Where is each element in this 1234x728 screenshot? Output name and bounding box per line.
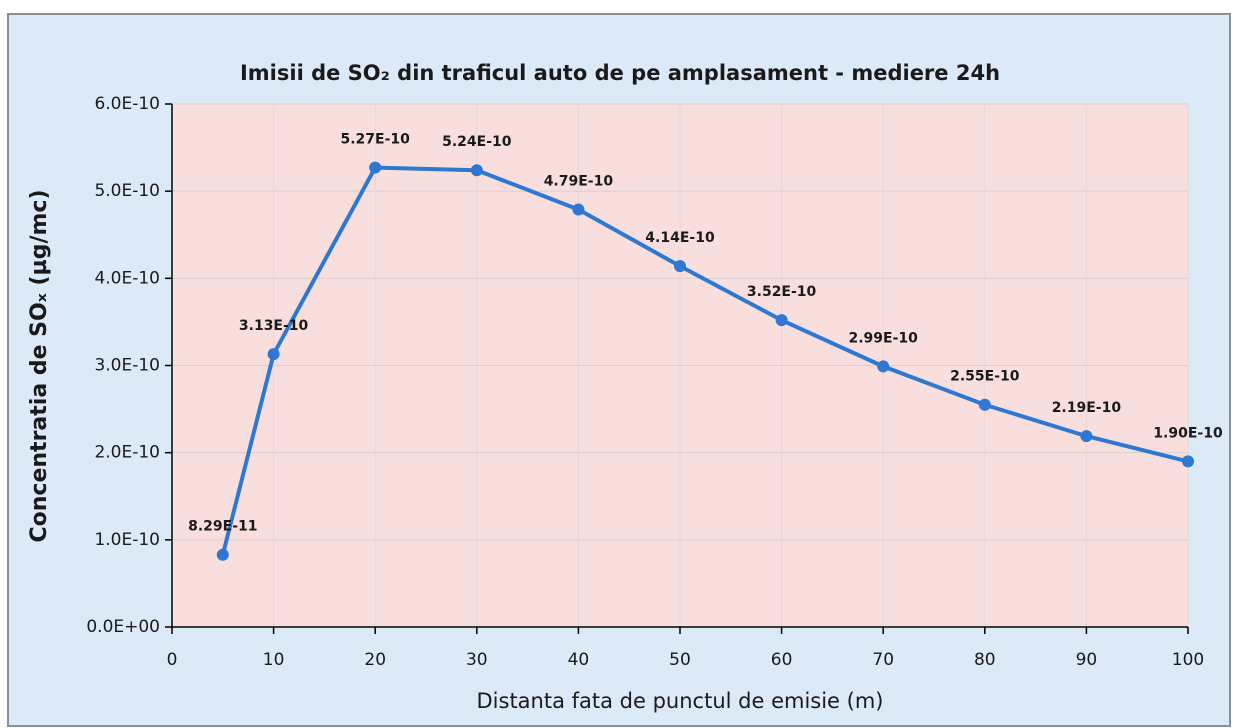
data-label: 5.27E-10 — [340, 132, 410, 148]
y-tick-label: 4.0E-10 — [94, 268, 160, 288]
data-label: 2.99E-10 — [848, 330, 918, 346]
x-tick-label: 70 — [872, 650, 894, 670]
data-point — [978, 398, 991, 411]
data-point — [1182, 455, 1194, 468]
data-point — [1080, 430, 1093, 443]
y-tick-label: 3.0E-10 — [94, 356, 160, 376]
x-tick-label: 40 — [568, 650, 590, 670]
data-point — [369, 161, 382, 174]
x-tick-label: 80 — [974, 650, 996, 670]
data-label: 5.24E-10 — [442, 134, 512, 150]
data-label: 3.13E-10 — [239, 318, 309, 334]
x-tick-label: 90 — [1076, 650, 1098, 670]
data-point — [267, 348, 280, 361]
data-label: 4.79E-10 — [544, 173, 614, 189]
data-point — [674, 260, 686, 273]
x-tick-label: 60 — [771, 650, 793, 670]
x-axis-label: Distanta fata de punctul de emisie (m) — [477, 689, 884, 713]
data-label: 3.52E-10 — [747, 284, 817, 300]
x-tick-label: 30 — [466, 650, 488, 670]
data-label: 2.19E-10 — [1052, 400, 1122, 416]
y-tick-label: 0.0E+00 — [86, 617, 160, 637]
data-label: 2.55E-10 — [950, 369, 1020, 385]
x-tick-label: 10 — [263, 650, 285, 670]
y-tick-label: 6.0E-10 — [94, 94, 160, 114]
data-point — [470, 164, 483, 177]
x-tick-label: 20 — [364, 650, 386, 670]
data-point — [877, 360, 890, 373]
chart-title: Imisii de SO₂ din traficul auto de pe am… — [240, 61, 1000, 85]
x-tick-label: 100 — [1172, 650, 1204, 670]
y-tick-label: 1.0E-10 — [94, 530, 160, 550]
y-tick-label: 2.0E-10 — [94, 443, 160, 463]
y-axis-label: Concentratia de SOₓ (µg/mc) — [27, 190, 52, 543]
data-point — [775, 314, 788, 327]
data-point — [216, 548, 229, 561]
data-label: 8.29E-11 — [188, 519, 257, 535]
data-label: 1.90E-10 — [1153, 425, 1223, 441]
data-point — [572, 203, 585, 216]
data-label: 4.14E-10 — [645, 230, 715, 246]
x-tick-label: 50 — [669, 650, 691, 670]
x-tick-label: 0 — [167, 650, 178, 670]
y-tick-label: 5.0E-10 — [94, 181, 160, 201]
